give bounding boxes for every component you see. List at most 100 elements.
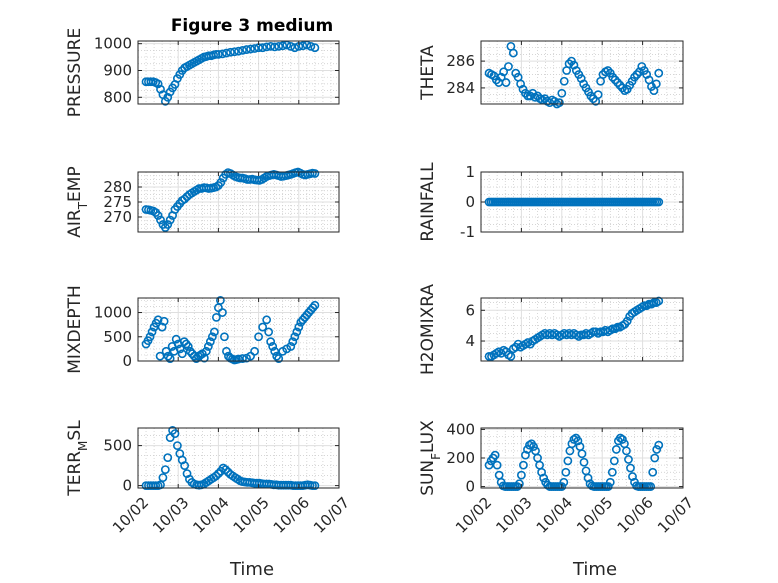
data-point [573, 436, 583, 446]
data-point [238, 45, 247, 55]
data-point [648, 467, 658, 477]
data-point [159, 316, 169, 326]
data-point [147, 327, 157, 337]
data-point [262, 42, 272, 52]
data-point [163, 453, 173, 462]
figure-title: Figure 3 medium [171, 16, 333, 36]
data-point [205, 337, 215, 347]
data-point [310, 300, 320, 310]
data-point [579, 457, 589, 467]
data-point [156, 215, 165, 225]
x-tick-label: 10/06 [614, 494, 657, 537]
x-tick-label: 10/04 [533, 494, 576, 537]
y-axis-label: THETA [418, 45, 438, 101]
data-point [537, 467, 546, 477]
y-tick-label: 6 [465, 301, 475, 319]
data-point [654, 197, 664, 207]
data-point [290, 43, 300, 53]
data-point [234, 46, 243, 56]
axes-frame [137, 40, 340, 105]
data-point [654, 68, 664, 78]
data-point [618, 435, 627, 444]
data-point [266, 41, 276, 51]
data-point [286, 342, 296, 351]
data-point [161, 346, 171, 356]
data-point [218, 308, 227, 317]
data-point [201, 346, 211, 356]
data-point [308, 303, 318, 313]
data-point [554, 98, 564, 108]
data-point [158, 473, 168, 482]
y-axis-label: RAINFALL [418, 162, 438, 242]
data-point [216, 296, 225, 305]
data-point [288, 337, 298, 347]
data-point [165, 354, 175, 363]
data-point [216, 178, 226, 187]
data-point [603, 482, 613, 491]
y-tick-label: 1000 [94, 35, 132, 53]
y-tick-label: 1 [465, 163, 475, 181]
y-tick-label: 0 [465, 193, 475, 211]
y-tick-label: 286 [446, 52, 475, 70]
data-point [514, 479, 524, 489]
data-point [274, 41, 284, 51]
x-tick-label: 10/04 [189, 494, 232, 537]
data-point [183, 342, 193, 351]
data-point [521, 450, 530, 460]
data-point [559, 76, 569, 86]
data-point [525, 440, 534, 450]
data-point [609, 456, 619, 466]
axes-frame [480, 40, 684, 105]
data-point [501, 78, 511, 87]
data-point [213, 50, 223, 59]
data-point [163, 220, 173, 229]
data-point [306, 41, 316, 51]
y-axis-label: MIXDEPTH [65, 285, 85, 374]
data-point [626, 463, 635, 473]
y-tick-label: 280 [103, 178, 132, 196]
data-point [605, 477, 615, 487]
data-point [624, 455, 633, 464]
data-point [615, 433, 625, 443]
data-point [242, 45, 251, 54]
x-tick-label: 10/07 [654, 494, 697, 537]
data-point [593, 90, 603, 100]
data-point [220, 332, 229, 342]
y-tick-label: 800 [103, 88, 132, 106]
data-point [155, 351, 165, 361]
data-point [628, 472, 637, 481]
data-point [218, 49, 227, 59]
data-point [250, 346, 259, 356]
y-tick-label: 1000 [94, 304, 132, 322]
data-point [646, 482, 656, 491]
data-point [153, 211, 163, 220]
data-point [170, 429, 180, 438]
data-point [160, 465, 170, 474]
data-point [270, 42, 280, 52]
data-point [180, 461, 190, 470]
subplot-mixdepth: 0 500 1000 MIXDEPTH [65, 285, 340, 374]
y-tick-label: 284 [446, 79, 475, 97]
data-point [213, 469, 223, 478]
y-tick-label: -1 [460, 223, 475, 241]
data-point [492, 460, 502, 470]
data-point [294, 322, 304, 332]
data-point [258, 322, 268, 332]
data-point [650, 453, 660, 463]
data-point [246, 44, 255, 54]
data-point [221, 465, 231, 474]
x-tick-label: 10/05 [230, 494, 273, 537]
data-point [272, 351, 282, 361]
data-point [651, 79, 661, 89]
y-tick-label: 0 [122, 477, 132, 495]
x-tick-label: 10/03 [149, 494, 192, 537]
data-point [177, 349, 187, 359]
data-point [298, 41, 308, 51]
subplot-rainfall: -1 0 1 RAINFALL [418, 162, 684, 242]
data-point [557, 88, 567, 98]
subplot-theta: 284 286 THETA [418, 40, 684, 109]
data-point [189, 351, 199, 361]
